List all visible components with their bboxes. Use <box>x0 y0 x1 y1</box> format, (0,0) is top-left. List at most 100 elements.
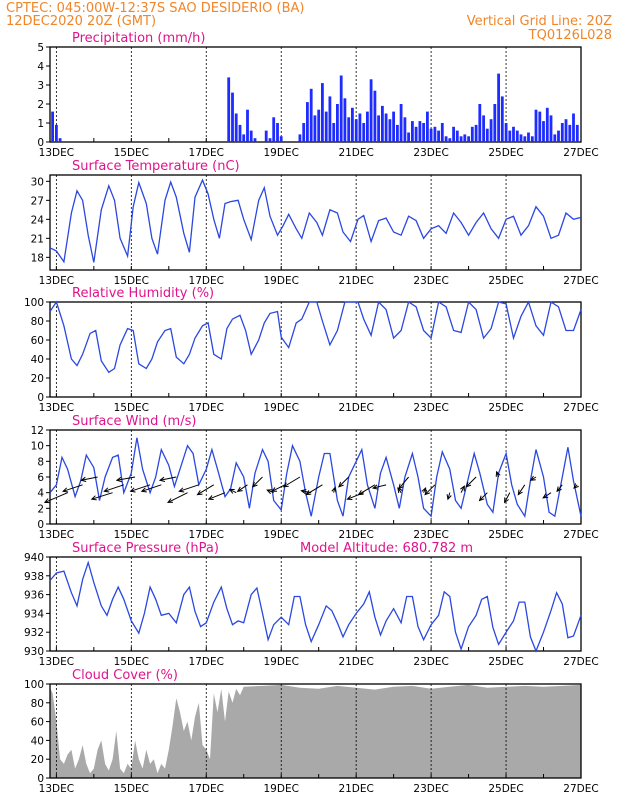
panel-title: Surface Temperature (nC) <box>72 159 240 174</box>
precip-bar <box>515 130 519 142</box>
wind-arrow-head <box>62 487 69 493</box>
y-tick-label: 100 <box>24 679 44 691</box>
wind-arrow-head <box>129 487 136 493</box>
precip-bar <box>354 119 358 142</box>
x-tick-label: 21DEC <box>338 402 373 414</box>
wind-arrow-head <box>282 482 289 488</box>
x-tick-label: 13DEC <box>39 275 74 287</box>
precip-bar <box>575 124 579 142</box>
wind-arrow-head <box>43 498 50 504</box>
precip-bar <box>455 130 459 142</box>
y-tick-label: 4 <box>37 61 44 73</box>
wind-arrow-head <box>236 486 243 492</box>
precip-bar <box>497 73 500 142</box>
wind-arrow <box>44 492 68 503</box>
x-tick-label: 17DEC <box>189 275 224 287</box>
header-model: TQ0126L028 <box>528 28 612 43</box>
wind-arrow-head <box>556 486 562 493</box>
precip-bar <box>343 98 347 142</box>
x-tick-label: 17DEC <box>189 402 224 414</box>
x-tick-label: 19DEC <box>264 402 299 414</box>
series-line <box>49 437 582 518</box>
precip-bar <box>276 123 279 142</box>
wind-arrow-head <box>90 495 97 501</box>
precip-bar <box>459 136 463 142</box>
precip-bar <box>549 115 553 142</box>
x-tick-label: 21DEC <box>338 783 373 795</box>
precip-bar <box>437 130 440 142</box>
y-tick-label: 20 <box>31 754 44 766</box>
wind-arrow <box>517 484 526 495</box>
y-tick-label: 2 <box>37 503 44 515</box>
precip-bar <box>51 111 54 142</box>
x-tick-label: 27DEC <box>563 529 598 541</box>
precip-bar <box>411 121 414 142</box>
precip-bar <box>534 109 538 142</box>
header-start-time: 12DEC2020 20Z (GMT) <box>6 14 156 29</box>
x-tick-label: 25DEC <box>488 529 523 541</box>
panel-title: Relative Humidity (%) <box>72 286 214 301</box>
wind-arrow <box>465 476 477 488</box>
y-tick-label: 938 <box>24 571 44 583</box>
x-tick-label: 21DEC <box>338 275 373 287</box>
precip-bar <box>444 136 448 142</box>
wind-arrow <box>159 476 177 481</box>
y-tick-label: 40 <box>31 735 44 747</box>
wind-arrow <box>141 484 162 492</box>
precip-bar <box>369 79 373 142</box>
wind-arrow <box>81 476 98 481</box>
precip-bar <box>351 107 354 142</box>
wind-arrow-head <box>529 475 536 481</box>
wind-arrow-head <box>251 481 258 488</box>
wind-arrow <box>130 484 151 492</box>
panels: 13DEC 15DEC 17DEC 19DEC 21DEC 23DEC 25DEC 27DEC… <box>24 31 599 795</box>
y-tick-label: 936 <box>24 590 44 602</box>
panel-frame <box>49 556 582 652</box>
wind-arrow-head <box>465 481 472 488</box>
precip-bar <box>377 115 380 142</box>
precip-bar <box>264 130 268 142</box>
wind-arrow-head <box>178 487 185 493</box>
precip-bar <box>564 119 568 142</box>
x-tick-label: 23DEC <box>413 402 448 414</box>
wind-arrow-head <box>495 470 501 477</box>
precip-bar <box>463 134 467 142</box>
precip-bar <box>246 109 249 142</box>
y-tick-label: 5 <box>37 42 44 54</box>
wind-arrow-head <box>517 489 523 496</box>
y-tick-label: 0 <box>37 773 44 785</box>
wind-arrow-head <box>338 481 344 488</box>
y-tick-label: 934 <box>24 608 44 620</box>
series-line <box>49 300 582 374</box>
x-tick-label: 19DEC <box>264 783 299 795</box>
header-grid-note: Vertical Grid Line: 20Z <box>467 14 612 29</box>
panel-1: 13DEC 15DEC 17DEC 19DEC 21DEC 23DEC 25DEC 27DEC… <box>37 31 598 159</box>
cloud-cover-area <box>50 684 581 778</box>
wind-arrow-head <box>504 497 509 504</box>
x-tick-label: 25DEC <box>488 656 523 668</box>
x-tick-label: 17DEC <box>189 529 224 541</box>
precip-bar <box>414 126 418 142</box>
wind-arrow <box>104 484 124 492</box>
x-tick-label: 25DEC <box>488 783 523 795</box>
precip-bar <box>381 105 384 142</box>
x-tick-label: 27DEC <box>563 783 598 795</box>
wind-arrow <box>305 484 323 496</box>
precip-bar <box>328 96 332 142</box>
y-tick-label: 4 <box>37 488 44 500</box>
x-tick-label: 23DEC <box>413 783 448 795</box>
wind-arrow-head <box>300 489 307 495</box>
precip-bar <box>366 111 369 142</box>
x-tick-label: 19DEC <box>264 275 299 287</box>
precip-bar <box>332 123 336 142</box>
precip-bar <box>58 138 62 142</box>
y-tick-label: 10 <box>31 441 44 453</box>
precip-bar <box>512 126 515 142</box>
header-station: CPTEC: 045:00W-12:37S SAO DESIDERIO (BA) <box>6 1 305 16</box>
y-tick-label: 60 <box>31 335 44 347</box>
x-tick-label: 25DEC <box>488 275 523 287</box>
precip-bar <box>504 123 508 142</box>
y-tick-label: 3 <box>37 80 44 92</box>
precip-bar <box>418 121 422 142</box>
